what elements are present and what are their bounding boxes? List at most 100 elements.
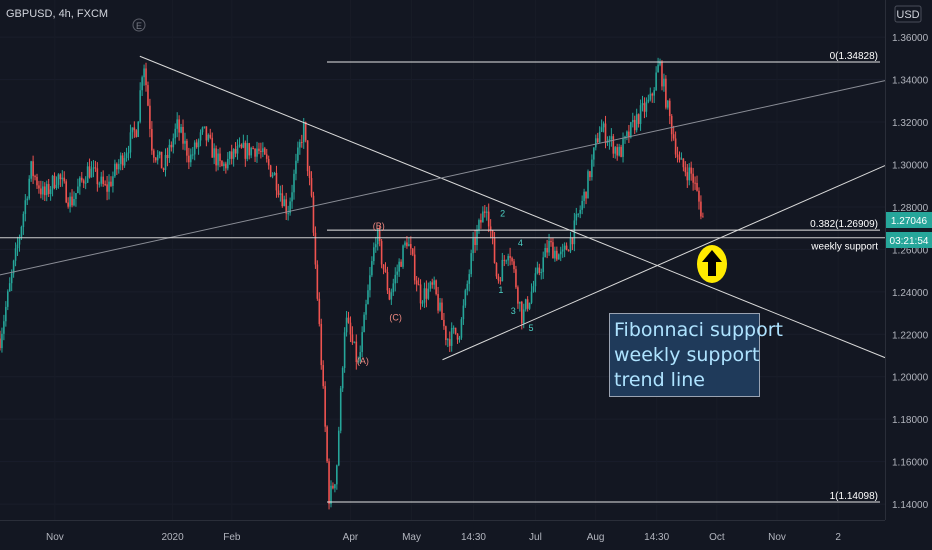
candle-body (184, 140, 186, 144)
time-axis[interactable]: Nov 2020 Feb Apr May 14:30 Jul Aug 14:30 Oct Nov 2 (46, 532, 841, 543)
candle-body (84, 182, 87, 184)
annotation-box[interactable]: Fibonnaci support weekly support trend l… (609, 313, 783, 397)
candle-body (692, 173, 694, 183)
trend-line-support[interactable] (442, 165, 886, 361)
candle-body (69, 196, 71, 207)
candle-body (299, 142, 301, 148)
y-tick-label: 1.26000 (892, 245, 929, 256)
candle-body (42, 186, 44, 195)
candle-body (341, 367, 344, 389)
candle-body (94, 167, 97, 169)
candle-body (219, 153, 221, 161)
candle-body (73, 198, 75, 206)
price-axis[interactable]: 1.36000 1.34000 1.32000 1.30000 1.28000 1.260… (892, 33, 929, 511)
x-tick-label: Nov (768, 532, 786, 543)
candle-body (698, 190, 700, 202)
candle-body (285, 199, 288, 214)
candle-body (645, 101, 648, 112)
candle-body (503, 259, 506, 261)
candle-body (209, 134, 212, 138)
candle-body (14, 248, 17, 261)
candle-body (75, 193, 77, 199)
candle-body (306, 140, 309, 172)
candle-body (522, 309, 525, 324)
candle-body (254, 148, 256, 157)
candle-body (117, 163, 120, 170)
candle-body (470, 253, 472, 275)
candle-body (188, 155, 190, 163)
candle-body (121, 155, 124, 166)
candle-body (415, 280, 418, 285)
candle-body (373, 247, 375, 262)
candle-body (201, 127, 204, 133)
candle-body (647, 99, 650, 102)
candle-body (392, 283, 395, 293)
candle-body (252, 147, 254, 149)
candle-body (20, 226, 23, 238)
candle-body (267, 158, 270, 166)
candle-body (450, 328, 453, 346)
trend-line-descending[interactable] (139, 55, 886, 359)
candle-body (548, 240, 550, 253)
candle-body (557, 254, 560, 260)
candle-body (336, 465, 338, 485)
x-tick-label: 14:30 (461, 532, 486, 543)
candle-body (213, 148, 215, 158)
annotation-frame (609, 313, 760, 397)
candle-body (26, 198, 29, 201)
candle-body (659, 62, 661, 65)
candle-body (665, 78, 667, 108)
x-tick-label: 2020 (161, 532, 184, 543)
candle-body (612, 136, 615, 154)
candle-body (550, 240, 552, 243)
candle-body (696, 183, 698, 191)
candle-body (230, 151, 233, 159)
y-tick-label: 1.32000 (892, 118, 929, 129)
candle-body (631, 119, 634, 123)
candle-body (674, 138, 677, 155)
candle-body (579, 209, 582, 214)
candle-body (160, 151, 163, 169)
candle-body (690, 167, 692, 174)
candle-body (326, 426, 328, 462)
candle-body (82, 180, 85, 184)
candle-body (382, 264, 385, 270)
candle-body (491, 230, 494, 238)
candle-body (291, 192, 293, 202)
trend-line-channel-upper[interactable] (0, 80, 886, 276)
event-marker-icon[interactable] (132, 18, 146, 32)
candle-body (98, 183, 101, 185)
candle-body (127, 152, 130, 154)
currency-label: USD (896, 9, 919, 21)
y-tick-label: 1.34000 (892, 76, 929, 87)
candle-body (622, 138, 624, 157)
candle-body (153, 150, 155, 158)
up-arrow-marker[interactable] (697, 245, 727, 283)
candle-body (217, 153, 219, 166)
candle-body (429, 282, 432, 289)
candle-body (637, 114, 640, 124)
candle-body (281, 193, 284, 207)
candle-body (258, 148, 260, 151)
candle-body (312, 195, 315, 233)
candle-body (90, 168, 93, 178)
candle-body (332, 485, 334, 489)
candle-body (653, 90, 655, 96)
candle-body (546, 248, 548, 253)
candle-body (304, 121, 307, 141)
candle-body (125, 153, 128, 159)
candle-body (614, 147, 617, 154)
candle-body (684, 167, 687, 173)
y-tick-label: 1.16000 (892, 458, 929, 469)
currency-button[interactable] (894, 5, 922, 23)
candle-body (92, 167, 95, 169)
candle-body (639, 105, 642, 124)
candle-body (141, 77, 143, 91)
candle-body (694, 182, 696, 184)
candle-body (297, 147, 299, 161)
candle-body (466, 283, 469, 291)
candle-body (225, 163, 227, 169)
candle-body (635, 114, 638, 131)
candle-body (505, 260, 508, 262)
